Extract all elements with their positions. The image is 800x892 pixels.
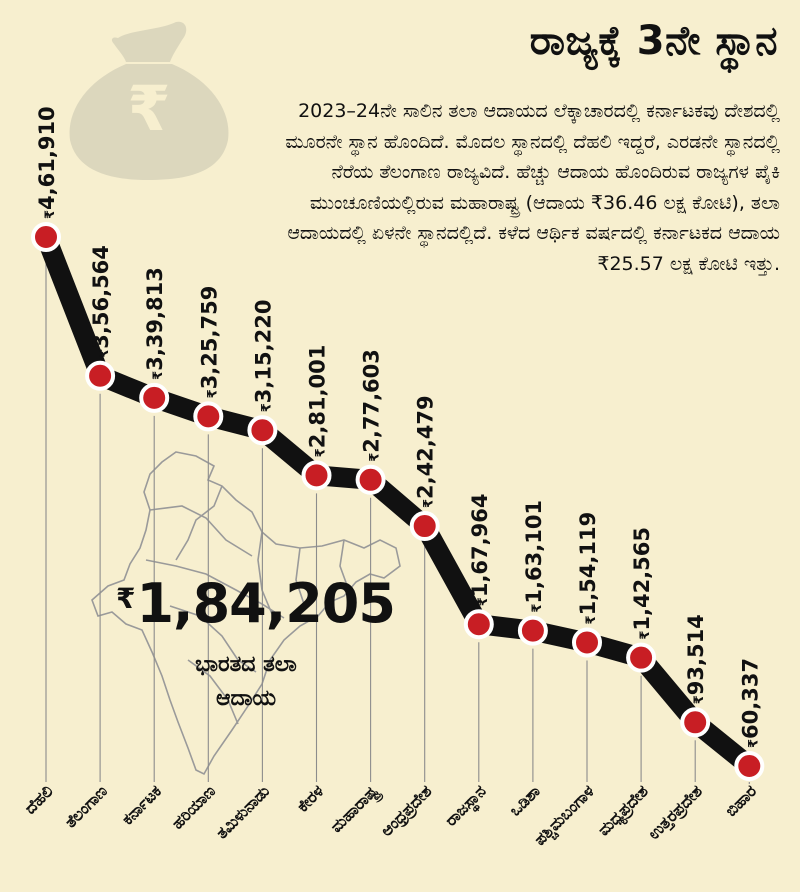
category-label: ಹರಿಯಾಣ <box>168 781 219 832</box>
value-label: ₹1,42,565 <box>630 527 654 640</box>
chart-title: ರಾಜ್ಯಕ್ಕೆ 3ನೇ ಸ್ಥಾನ <box>529 18 778 64</box>
data-point <box>85 360 116 391</box>
data-point <box>409 511 440 542</box>
india-per-capita-label: ಭಾರತದ ತಲಾ ಆದಾಯ <box>195 652 297 711</box>
data-point <box>193 401 224 432</box>
india-per-capita-value: ₹1,84,205 <box>116 572 396 635</box>
category-label: ತಮಿಳುನಾಡು <box>212 781 273 842</box>
value-label: ₹93,514 <box>684 614 708 704</box>
description-text: 2023–24ನೇ ಸಾಲಿನ ತಲಾ ಆದಾಯದ ಲೆಕ್ಕಾಚಾರದಲ್ಲಿ… <box>285 100 780 275</box>
category-label: ಮಧ್ಯಪ್ರದೇಶ <box>594 781 655 842</box>
data-point <box>626 642 657 673</box>
value-label: ₹1,67,964 <box>468 494 492 607</box>
india-value-number: 1,84,205 <box>136 572 395 635</box>
category-label: ಕೇರಳ <box>293 781 328 816</box>
value-label: ₹2,77,603 <box>360 349 384 462</box>
value-label: ₹2,42,479 <box>414 395 438 508</box>
category-label: ಉತ್ತರಪ್ರದೇಶ <box>644 781 707 844</box>
value-label: ₹3,56,564 <box>89 245 113 358</box>
data-point <box>572 627 602 658</box>
value-label: ₹60,337 <box>738 658 762 748</box>
category-label: ಬಿಹಾರ <box>721 781 760 820</box>
category-label: ರಾಜಸ್ಥಾನ <box>441 781 493 833</box>
category-label: ಒಡಿಶಾ <box>505 781 544 820</box>
category-label: ದೆಹಲಿ <box>21 781 57 817</box>
value-label: ₹4,61,910 <box>35 106 59 219</box>
data-point <box>301 460 332 491</box>
svg-text:₹: ₹ <box>127 72 170 145</box>
data-point <box>463 609 494 640</box>
category-label: ತೆಲಂಗಾಣ <box>61 781 111 831</box>
category-label: ಆಂಧ್ರಪ್ರದೇಶ <box>377 781 437 841</box>
value-label: ₹1,54,119 <box>576 512 600 625</box>
data-point <box>355 464 386 495</box>
value-label: ₹3,15,220 <box>251 300 275 413</box>
value-label: ₹1,63,101 <box>522 500 546 613</box>
value-label: ₹2,81,001 <box>306 345 330 458</box>
category-label: ಮಹಾರಾಷ್ಟ್ರ <box>327 781 386 840</box>
data-point <box>31 222 61 252</box>
data-point <box>139 382 170 413</box>
data-point <box>517 615 548 646</box>
data-point <box>247 415 278 446</box>
value-label: ₹3,25,759 <box>197 286 221 399</box>
money-bag-icon: ₹ <box>69 21 229 180</box>
category-label: ಪಶ್ಚಿಮಬಂಗಾಳ <box>530 781 600 851</box>
rupee-symbol: ₹ <box>116 582 136 615</box>
category-label: ಕರ್ನಾಟಕ <box>118 781 165 828</box>
data-point <box>680 707 711 738</box>
data-point <box>734 751 765 781</box>
value-label: ₹3,39,813 <box>143 267 167 380</box>
